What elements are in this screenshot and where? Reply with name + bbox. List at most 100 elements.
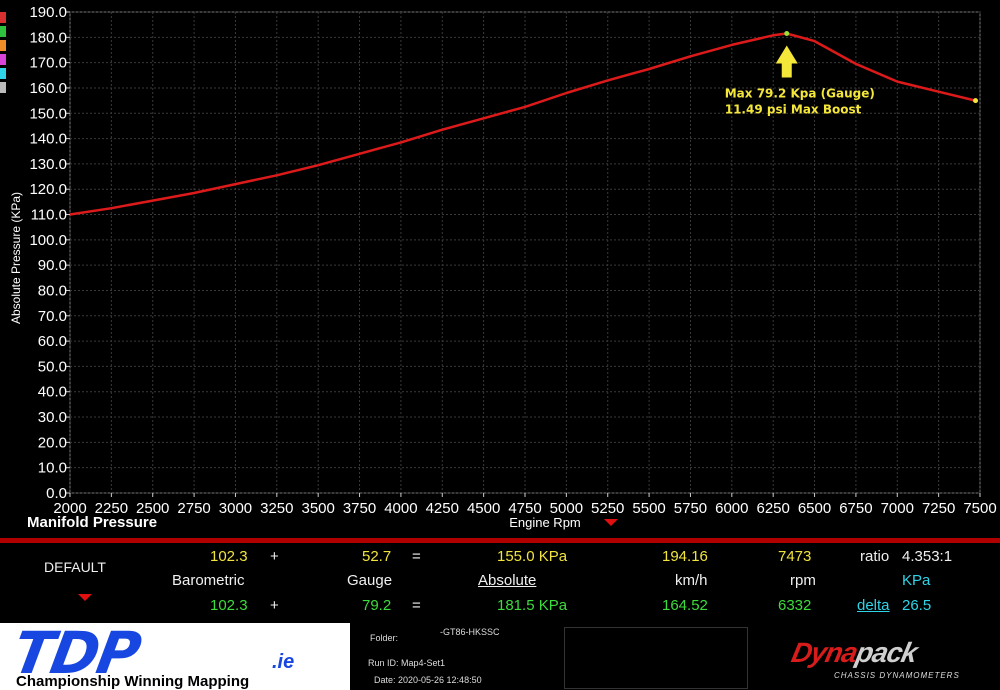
header-absolute[interactable]: Absolute <box>478 572 537 589</box>
y-axis-ticks: 0.0 10.0 20.0 30.0 40.0 50.0 60.0 70.0 80.0 90.0 1… <box>29 4 70 502</box>
header-gauge: Gauge <box>347 572 393 589</box>
row1-absolute: 155.0 KPa <box>497 548 568 565</box>
brand-pack: pack <box>853 637 920 668</box>
x-tick-label: 4250 <box>426 500 459 517</box>
y-tick-label: 90.0 <box>38 257 67 274</box>
row1-plus: + <box>270 548 279 565</box>
series-color-mark[interactable] <box>0 54 6 65</box>
x-tick-label: 5750 <box>674 500 707 517</box>
x-tick-label: 6000 <box>715 500 748 517</box>
annotation-line2: 11.49 psi Max Boost <box>725 103 862 117</box>
y-tick-label: 150.0 <box>29 105 67 122</box>
folder-value: -GT86-HKSSC <box>440 627 500 637</box>
series-color-mark[interactable] <box>0 40 6 51</box>
y-tick-label: 130.0 <box>29 156 67 173</box>
header-barometric: Barometric <box>172 572 245 589</box>
run-id: Run ID: Map4-Set1 <box>368 658 446 668</box>
x-tick-label: 4750 <box>508 500 541 517</box>
dynapack-subtitle: CHASSIS DYNAMOMETERS <box>834 671 960 680</box>
x-tick-label: 2750 <box>177 500 210 517</box>
x-tick-label: 3500 <box>301 500 334 517</box>
run-date: Date: 2020-05-26 12:48:50 <box>374 675 482 685</box>
y-tick-label: 100.0 <box>29 232 67 249</box>
empty-info-box <box>564 627 748 689</box>
y-tick-label: 50.0 <box>38 358 67 375</box>
y-tick-label: 80.0 <box>38 282 67 299</box>
run-dropdown-arrow-icon[interactable] <box>78 594 92 601</box>
row2-plus: + <box>270 597 279 614</box>
series-layer <box>69 32 979 216</box>
series-color-mark[interactable] <box>0 12 6 23</box>
y-tick-label: 180.0 <box>29 29 67 46</box>
ratio-label: ratio <box>860 548 890 565</box>
y-tick-label: 160.0 <box>29 80 67 97</box>
annotation-layer: Max 79.2 Kpa (Gauge) 11.49 psi Max Boost <box>725 31 875 117</box>
x-tick-label: 2500 <box>136 500 169 517</box>
y-tick-label: 60.0 <box>38 333 67 350</box>
header-speed: km/h <box>675 572 708 589</box>
row2-barometric: 102.3 <box>210 597 248 614</box>
y-tick-label: 170.0 <box>29 55 67 72</box>
x-tick-label: 7250 <box>922 500 955 517</box>
endpoint-marker <box>973 98 979 104</box>
x-tick-label: 5250 <box>591 500 624 517</box>
summary-panel: DEFAULT 102.3 + 52.7 = 155.0 KPa 194.16 … <box>0 543 1000 623</box>
axis-select-arrow-icon[interactable] <box>604 519 618 526</box>
y-tick-label: 40.0 <box>38 384 67 401</box>
row1-rpm: 7473 <box>778 548 812 565</box>
chart-grid <box>69 11 981 494</box>
tdp-tagline: Championship Winning Mapping <box>16 673 250 690</box>
tdp-logo-suffix: .ie <box>272 651 295 673</box>
x-axis-ticks: 2000 2250 2500 2750 3000 3250 3500 3750 4000 4250… <box>53 493 997 517</box>
x-tick-label: 3250 <box>260 500 293 517</box>
ratio-value: 4.353:1 <box>902 548 953 565</box>
x-tick-label: 3000 <box>219 500 252 517</box>
x-tick-label: 6750 <box>839 500 872 517</box>
x-tick-label: 7500 <box>963 500 996 517</box>
folder-label: Folder: <box>370 633 399 643</box>
series-color-mark[interactable] <box>0 82 6 93</box>
series-line <box>69 32 976 216</box>
y-tick-label: 140.0 <box>29 131 67 148</box>
run-label[interactable]: DEFAULT <box>44 559 106 575</box>
delta-label[interactable]: delta <box>857 597 890 614</box>
row1-equals: = <box>412 548 421 565</box>
row2-gauge: 79.2 <box>362 597 392 614</box>
header-unit: KPa <box>902 572 931 589</box>
x-tick-label: 7000 <box>881 500 914 517</box>
footer: TDP .ie Championship Winning Mapping Fol… <box>0 619 1000 690</box>
x-tick-label: 4000 <box>384 500 417 517</box>
row2-absolute: 181.5 KPa <box>497 597 568 614</box>
y-tick-label: 110.0 <box>31 207 67 224</box>
brand-dyna: Dyna <box>788 637 860 668</box>
separator-bar <box>0 538 1000 543</box>
y-tick-label: 120.0 <box>29 181 67 198</box>
dynapack-wordmark: Dynapack <box>789 637 920 669</box>
row2-speed: 164.52 <box>662 597 708 614</box>
y-tick-label: 0.0 <box>46 485 67 502</box>
y-tick-label: 10.0 <box>38 460 67 477</box>
series-color-mark[interactable] <box>0 68 6 79</box>
max-point-marker <box>784 31 790 37</box>
y-tick-label: 70.0 <box>38 308 67 325</box>
series-color-mark[interactable] <box>0 26 6 37</box>
x-tick-label: 2000 <box>53 500 86 517</box>
row1-gauge: 52.7 <box>362 548 392 565</box>
x-tick-label: 2250 <box>95 500 128 517</box>
x-tick-label: 3750 <box>343 500 376 517</box>
y-axis-label: Absolute Pressure (KPa) <box>9 192 23 324</box>
manifold-pressure-chart: 0.0 10.0 20.0 30.0 40.0 50.0 60.0 70.0 80.0 90.0 1… <box>9 4 997 530</box>
row1-speed: 194.16 <box>662 548 708 565</box>
x-tick-label: 4500 <box>467 500 500 517</box>
x-axis-label: Engine Rpm <box>509 515 581 530</box>
delta-value: 26.5 <box>902 597 932 614</box>
chart-title: Manifold Pressure <box>27 514 158 531</box>
arrow-up-icon <box>775 45 798 78</box>
x-tick-label: 5500 <box>632 500 665 517</box>
annotation-line1: Max 79.2 Kpa (Gauge) <box>725 87 875 101</box>
row2-rpm: 6332 <box>778 597 812 614</box>
x-tick-label: 5000 <box>550 500 583 517</box>
x-tick-label: 6500 <box>798 500 831 517</box>
row1-barometric: 102.3 <box>210 548 248 565</box>
dynapack-logo: Dynapack CHASSIS DYNAMOMETERS <box>789 633 970 683</box>
